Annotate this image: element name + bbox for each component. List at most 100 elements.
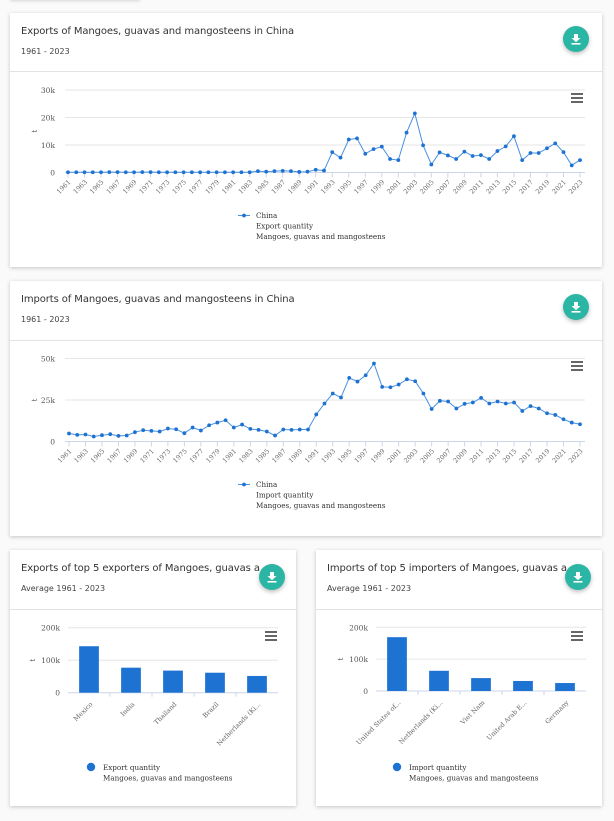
data-point xyxy=(74,170,79,175)
data-point xyxy=(413,379,418,384)
x-tick-label: 2019 xyxy=(534,178,551,195)
x-tick-label: 2011 xyxy=(468,447,485,464)
x-tick-label: 1969 xyxy=(121,178,138,195)
data-point xyxy=(141,428,146,433)
chart-menu-button[interactable] xyxy=(571,93,583,103)
download-icon xyxy=(573,572,583,583)
data-point xyxy=(264,169,269,174)
chart-menu-button[interactable] xyxy=(571,361,583,371)
data-point xyxy=(405,377,409,382)
data-point xyxy=(66,170,70,175)
data-point xyxy=(75,432,80,437)
y-tick-label: 100k xyxy=(349,655,368,664)
data-point xyxy=(107,170,112,174)
data-point xyxy=(132,170,136,175)
bar xyxy=(79,646,99,693)
data-point xyxy=(207,423,212,428)
x-tick-label: 1965 xyxy=(88,178,105,195)
x-tick-label: 2001 xyxy=(386,447,403,464)
y-axis-title: t xyxy=(337,658,345,661)
x-tick-label: 1987 xyxy=(270,178,287,195)
card-subtitle: Average 1961 - 2023 xyxy=(21,584,106,593)
hamburger-line xyxy=(571,635,583,637)
chart-menu-button[interactable] xyxy=(571,631,583,641)
data-point xyxy=(305,169,310,174)
legend-text: Mangoes, guavas and mangosteens xyxy=(103,774,233,783)
data-point xyxy=(273,433,277,438)
hamburger-menu-icon xyxy=(571,631,583,633)
chart-menu-button[interactable] xyxy=(265,631,277,641)
x-tick-label: India xyxy=(119,700,137,718)
card-subtitle: 1961 - 2023 xyxy=(21,47,70,56)
data-point xyxy=(264,429,269,434)
hamburger-line xyxy=(571,101,583,103)
download-button[interactable] xyxy=(563,294,589,320)
download-icon xyxy=(267,572,277,583)
data-point xyxy=(495,149,500,153)
y-axis-title: t xyxy=(31,398,39,401)
data-point xyxy=(306,427,310,432)
card-title: Exports of Mangoes, guavas and mangostee… xyxy=(21,26,295,37)
card-title: Imports of Mangoes, guavas and mangostee… xyxy=(21,294,295,305)
x-tick-label: 1983 xyxy=(237,447,254,464)
data-point xyxy=(314,412,319,417)
data-point xyxy=(545,146,549,151)
download-button[interactable] xyxy=(565,564,591,590)
x-tick-label: 2001 xyxy=(385,178,402,195)
data-point xyxy=(289,427,294,432)
data-point xyxy=(553,413,558,417)
data-point xyxy=(528,151,533,155)
data-point xyxy=(189,170,194,175)
card-header: Exports of Mangoes, guavas and mangostee… xyxy=(10,13,602,72)
data-point xyxy=(412,111,417,116)
data-point xyxy=(231,425,236,430)
download-icon xyxy=(571,302,581,313)
bar xyxy=(247,675,267,693)
series-line xyxy=(68,111,581,173)
data-point xyxy=(190,425,195,430)
hamburger-line xyxy=(265,635,277,637)
x-tick-label: 1967 xyxy=(106,447,123,464)
data-point xyxy=(116,433,121,438)
data-point xyxy=(545,411,549,416)
data-point xyxy=(380,384,385,389)
legend-marker xyxy=(392,762,402,772)
y-tick-label: 200k xyxy=(41,624,60,633)
data-point xyxy=(462,401,467,406)
x-tick-label: 1997 xyxy=(353,447,370,464)
data-point xyxy=(338,155,343,160)
data-point xyxy=(470,400,475,405)
data-point xyxy=(339,395,343,400)
x-tick-label: 2023 xyxy=(567,178,584,195)
data-point xyxy=(479,153,483,158)
data-point xyxy=(578,158,582,163)
data-point xyxy=(173,170,178,175)
x-tick-label: Thailand xyxy=(152,700,178,726)
data-point xyxy=(487,157,492,161)
data-point xyxy=(355,379,360,384)
data-point xyxy=(90,170,95,175)
y-tick-label: 0 xyxy=(50,169,55,178)
x-tick-label: United Arab E... xyxy=(485,699,528,742)
legend-text: Mangoes, guavas and mangosteens xyxy=(409,774,539,783)
legend-text: Import quantity xyxy=(256,491,314,500)
data-point xyxy=(91,434,96,439)
data-point xyxy=(148,170,153,174)
data-point xyxy=(371,147,376,152)
data-point xyxy=(289,169,293,174)
x-tick-label: 1983 xyxy=(237,178,254,195)
data-point xyxy=(248,426,253,431)
top-importers-bar-chart: 0 100k 200k t United States of...Netherlands… xyxy=(337,623,586,783)
legend-text: China xyxy=(256,480,278,489)
x-tick-label: 1973 xyxy=(154,178,171,195)
download-button[interactable] xyxy=(259,564,285,590)
data-point xyxy=(124,433,129,438)
y-axis-title: t xyxy=(29,659,37,662)
download-button[interactable] xyxy=(563,26,589,52)
data-point xyxy=(404,130,409,135)
card-header: Exports of top 5 exporters of Mangoes, g… xyxy=(10,550,296,610)
data-point xyxy=(561,417,566,422)
x-tick-label: 1963 xyxy=(72,178,89,195)
data-point xyxy=(503,144,508,149)
